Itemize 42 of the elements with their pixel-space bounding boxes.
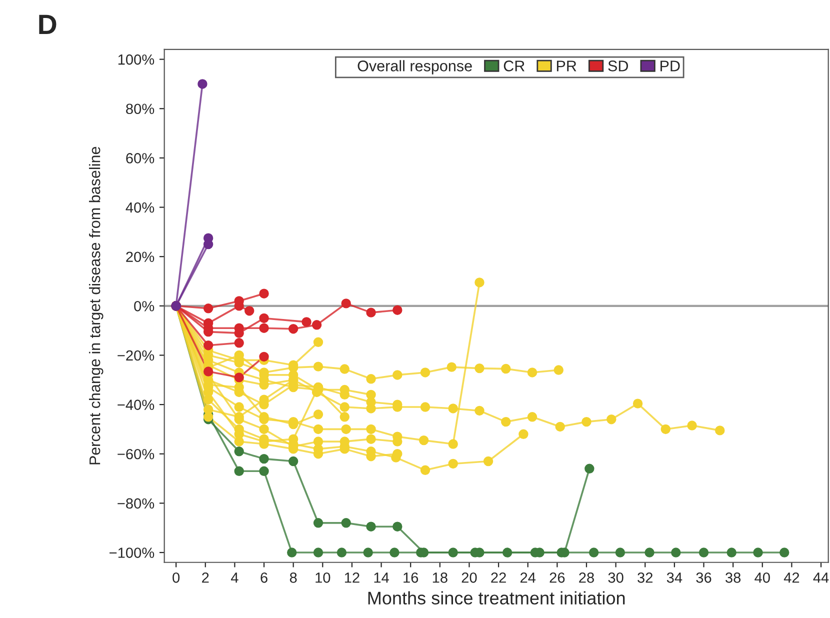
y-tick-label: 40% bbox=[126, 202, 154, 213]
x-tick-label: 4 bbox=[230, 572, 238, 583]
y-tick-label: −60% bbox=[118, 448, 154, 460]
x-tick-label: 10 bbox=[316, 572, 330, 583]
x-tick-label: 36 bbox=[696, 572, 712, 583]
x-tick-label: 16 bbox=[404, 572, 418, 583]
y-tick-label: −40% bbox=[118, 400, 154, 410]
x-tick-label: 20 bbox=[462, 572, 477, 583]
x-tick-label: 2 bbox=[202, 572, 209, 583]
y-tick-label: 20% bbox=[126, 252, 154, 262]
x-tick-label: 42 bbox=[784, 572, 800, 583]
y-tick-label: −80% bbox=[118, 498, 154, 509]
x-tick-label: 24 bbox=[520, 572, 536, 583]
x-tick-label: 40 bbox=[754, 572, 770, 583]
y-tick-label: 0% bbox=[134, 301, 154, 312]
legend-label: CR bbox=[504, 60, 524, 72]
y-axis-title: Percent change in target disease from baseline bbox=[89, 146, 104, 464]
legend-title: Overall response bbox=[358, 60, 472, 74]
x-tick-label: 14 bbox=[374, 572, 389, 583]
y-tick-label: 100% bbox=[118, 54, 154, 65]
x-tick-label: 38 bbox=[726, 572, 741, 583]
x-tick-label: 34 bbox=[666, 572, 682, 583]
x-tick-label: 30 bbox=[608, 572, 624, 583]
y-tick-label: 60% bbox=[126, 153, 154, 164]
x-tick-label: 0 bbox=[172, 572, 180, 583]
x-tick-label: 6 bbox=[260, 572, 268, 583]
x-tick-label: 18 bbox=[432, 572, 448, 583]
x-tick-label: 26 bbox=[550, 572, 565, 583]
x-tick-label: 22 bbox=[491, 572, 506, 583]
legend-label: PR bbox=[556, 60, 576, 72]
legend-label: SD bbox=[608, 60, 628, 72]
y-tick-label: −20% bbox=[118, 350, 154, 361]
legend-label: PD bbox=[660, 60, 680, 72]
x-tick-label: 44 bbox=[813, 572, 829, 583]
x-tick-label: 8 bbox=[290, 572, 297, 583]
x-tick-label: 12 bbox=[344, 572, 360, 583]
x-tick-label: 28 bbox=[579, 572, 594, 583]
y-tick-label: −100% bbox=[110, 548, 154, 558]
y-tick-label: 80% bbox=[126, 104, 154, 114]
x-axis-title: Months since treatment initiation bbox=[368, 591, 625, 605]
chart-title: D bbox=[39, 14, 56, 34]
x-tick-label: 32 bbox=[638, 572, 652, 583]
